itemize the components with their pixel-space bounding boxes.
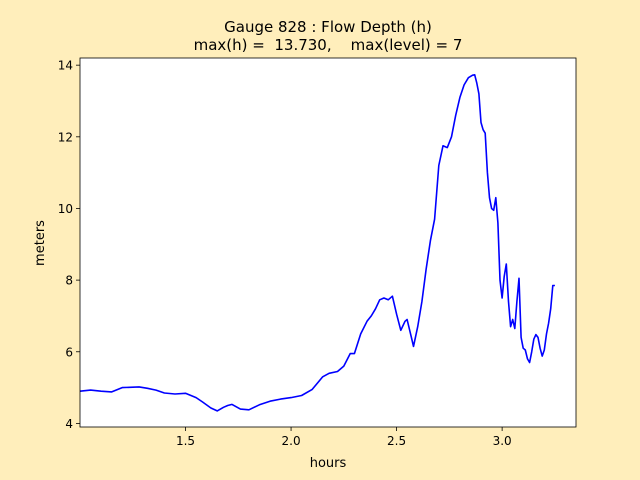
x-tick-label: 1.5 [176,434,195,448]
plot-area [80,58,576,427]
x-tick-label: 3.0 [493,434,512,448]
flow-depth-line [79,74,555,412]
y-tick-label: 10 [58,202,73,216]
x-tick-label: 2.5 [387,434,406,448]
x-axis-label: hours [310,456,347,471]
y-tick-label: 6 [65,345,73,359]
y-tick-label: 4 [65,417,73,431]
plot-frame [79,57,577,428]
y-axis-label: meters [33,220,48,266]
y-tick-label: 14 [58,59,73,73]
y-tick-label: 8 [65,274,73,288]
y-axis-ticks: 4 6 8 10 12 14 [58,59,80,431]
y-tick-label: 12 [58,130,73,144]
x-axis-ticks: 1.5 2.0 2.5 3.0 [176,427,512,448]
chart-title-line1: Gauge 828 : Flow Depth (h) [224,18,432,36]
chart-title-line2: max(h) = 13.730, max(level) = 7 [194,36,463,54]
x-tick-label: 2.0 [282,434,301,448]
